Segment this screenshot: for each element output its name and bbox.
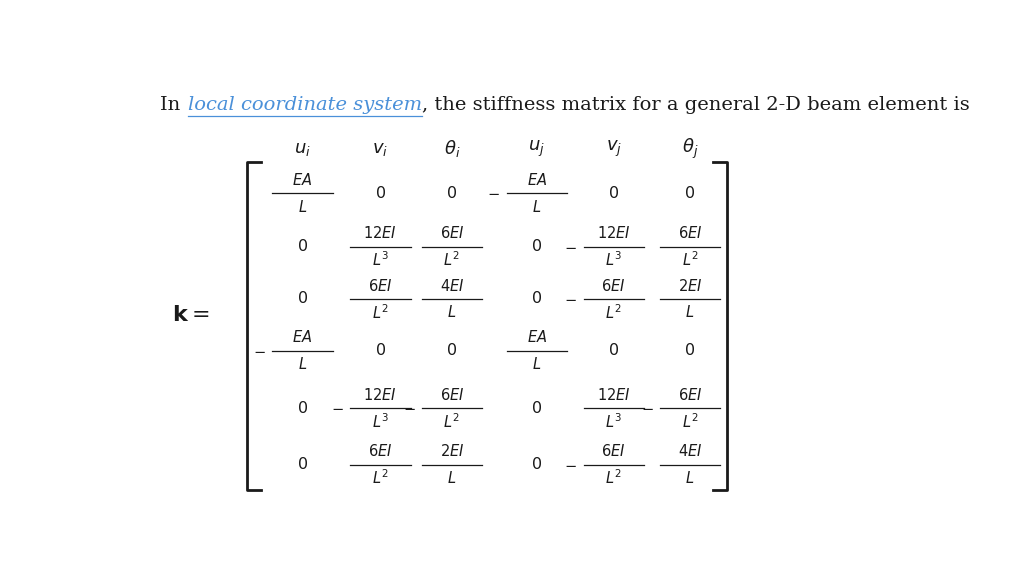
Text: $-$: $-$ [641, 401, 653, 415]
Text: $6EI$: $6EI$ [601, 444, 626, 460]
Text: $6EI$: $6EI$ [369, 278, 392, 294]
Text: $12EI$: $12EI$ [597, 225, 631, 241]
Text: , the stiffness matrix for a general 2-D beam element is: , the stiffness matrix for a general 2-D… [422, 96, 970, 113]
Text: $L^3$: $L^3$ [605, 251, 623, 269]
Text: $-$: $-$ [487, 186, 500, 200]
Text: $0$: $0$ [297, 456, 308, 473]
Text: $6EI$: $6EI$ [678, 225, 702, 241]
Text: $L^2$: $L^2$ [605, 469, 622, 487]
Text: $0$: $0$ [446, 185, 458, 202]
Text: $0$: $0$ [297, 238, 308, 255]
Text: $L^2$: $L^2$ [605, 303, 622, 321]
Text: $0$: $0$ [531, 238, 543, 255]
Text: $v_i$: $v_i$ [373, 140, 388, 158]
Text: $u_i$: $u_i$ [294, 140, 311, 158]
Text: $L$: $L$ [532, 356, 542, 372]
Text: $12EI$: $12EI$ [364, 225, 397, 241]
Text: $\theta_j$: $\theta_j$ [682, 137, 698, 161]
Text: $0$: $0$ [375, 342, 386, 359]
Text: $-$: $-$ [402, 401, 416, 415]
Text: $L$: $L$ [447, 304, 457, 320]
Text: $L^3$: $L^3$ [372, 412, 389, 431]
Text: $L^2$: $L^2$ [443, 412, 460, 431]
Text: $EA$: $EA$ [526, 329, 547, 346]
Text: $0$: $0$ [297, 290, 308, 308]
Text: $L$: $L$ [532, 199, 542, 215]
Text: $6EI$: $6EI$ [678, 387, 702, 403]
Text: $0$: $0$ [446, 342, 458, 359]
Text: $L$: $L$ [685, 304, 694, 320]
Text: $L$: $L$ [298, 356, 307, 372]
Text: $L^2$: $L^2$ [372, 303, 389, 321]
Text: $-$: $-$ [331, 401, 344, 415]
Text: $L^3$: $L^3$ [372, 251, 389, 269]
Text: $0$: $0$ [684, 342, 695, 359]
Text: $L^2$: $L^2$ [372, 469, 389, 487]
Text: In: In [160, 96, 186, 113]
Text: $-$: $-$ [564, 458, 578, 472]
Text: $v_j$: $v_j$ [605, 139, 622, 159]
Text: $4EI$: $4EI$ [439, 278, 464, 294]
Text: $-$: $-$ [564, 292, 578, 306]
Text: $6EI$: $6EI$ [439, 225, 464, 241]
Text: local coordinate system: local coordinate system [188, 96, 423, 113]
Text: $L^2$: $L^2$ [682, 412, 698, 431]
Text: $L^3$: $L^3$ [605, 412, 623, 431]
Text: $12EI$: $12EI$ [597, 387, 631, 403]
Text: $L$: $L$ [298, 199, 307, 215]
Text: $EA$: $EA$ [526, 172, 547, 188]
Text: $12EI$: $12EI$ [364, 387, 397, 403]
Text: $EA$: $EA$ [293, 329, 312, 346]
Text: $6EI$: $6EI$ [369, 444, 392, 460]
Text: $L^2$: $L^2$ [443, 251, 460, 269]
Text: $0$: $0$ [531, 290, 543, 308]
Text: $L$: $L$ [447, 470, 457, 486]
Text: $0$: $0$ [375, 185, 386, 202]
Text: $4EI$: $4EI$ [678, 444, 702, 460]
Text: $\theta_i$: $\theta_i$ [443, 138, 460, 160]
Text: $2EI$: $2EI$ [439, 444, 464, 460]
Text: $0$: $0$ [531, 400, 543, 417]
Text: $6EI$: $6EI$ [439, 387, 464, 403]
Text: $-$: $-$ [253, 344, 266, 358]
Text: $0$: $0$ [531, 456, 543, 473]
Text: $L^2$: $L^2$ [682, 251, 698, 269]
Text: $u_j$: $u_j$ [528, 139, 545, 159]
Text: $0$: $0$ [608, 185, 620, 202]
Text: $6EI$: $6EI$ [601, 278, 626, 294]
Text: $EA$: $EA$ [293, 172, 312, 188]
Text: $0$: $0$ [297, 400, 308, 417]
Text: $0$: $0$ [608, 342, 620, 359]
Text: $2EI$: $2EI$ [678, 278, 702, 294]
Text: $\mathbf{k} =$: $\mathbf{k} =$ [172, 304, 209, 326]
Text: $0$: $0$ [684, 185, 695, 202]
Text: $L$: $L$ [685, 470, 694, 486]
Text: $-$: $-$ [564, 240, 578, 253]
